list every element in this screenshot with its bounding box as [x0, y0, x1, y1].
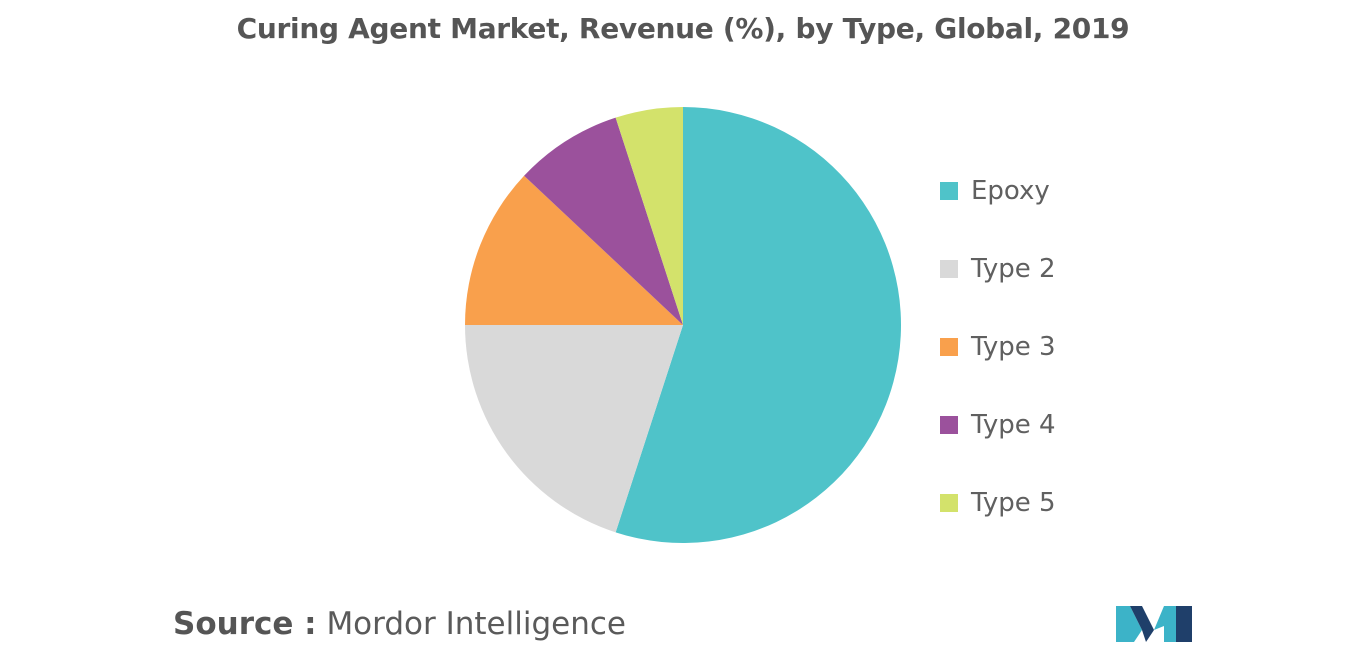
legend-label: Type 5 [971, 488, 1056, 518]
source-note: Source : Mordor Intelligence [173, 606, 626, 642]
pie-slice-type-2 [465, 325, 683, 533]
legend-swatch [940, 416, 958, 434]
legend-item: Epoxy [940, 152, 1056, 230]
legend-item: Type 4 [940, 386, 1056, 464]
logo-shape [1130, 606, 1154, 642]
legend-label: Type 4 [971, 410, 1056, 440]
mordor-intelligence-logo-icon [1116, 606, 1192, 642]
pie-slice-type-4 [524, 117, 683, 325]
source-label: Source : [173, 606, 317, 642]
legend-swatch [940, 260, 958, 278]
logo-shape [1176, 606, 1192, 642]
chart-title: Curing Agent Market, Revenue (%), by Typ… [236, 12, 1130, 45]
pie-slices [465, 107, 902, 543]
legend-label: Epoxy [971, 176, 1050, 206]
pie-slice-type-5 [615, 107, 683, 325]
pie-slice-type-3 [465, 175, 683, 325]
legend-item: Type 5 [940, 464, 1056, 542]
legend-swatch [940, 182, 958, 200]
source-text: Mordor Intelligence [326, 606, 626, 642]
pie-slice-epoxy [615, 107, 902, 543]
legend-label: Type 3 [971, 332, 1056, 362]
legend-swatch [940, 338, 958, 356]
logo-shape [1154, 606, 1176, 642]
legend-label: Type 2 [971, 254, 1056, 284]
legend-swatch [940, 494, 958, 512]
chart-legend: Epoxy Type 2 Type 3 Type 4 Type 5 [940, 152, 1056, 542]
logo-shape [1116, 606, 1142, 642]
legend-item: Type 2 [940, 230, 1056, 308]
legend-item: Type 3 [940, 308, 1056, 386]
